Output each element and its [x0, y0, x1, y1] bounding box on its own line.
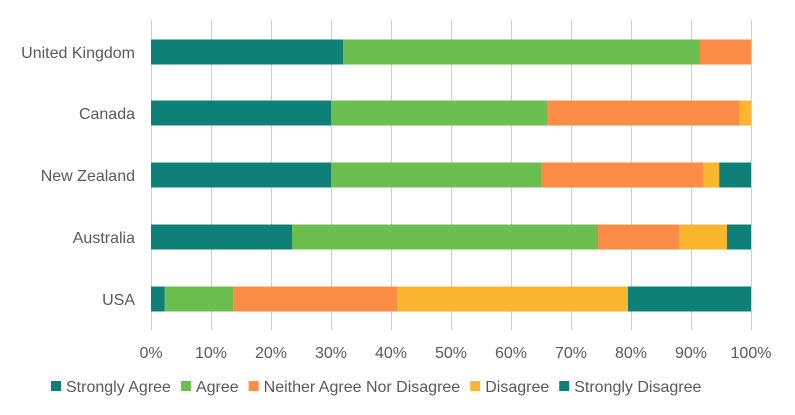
- category-label: United Kingdom: [21, 45, 135, 62]
- bars: [151, 39, 751, 312]
- x-tick-label: 40%: [375, 345, 407, 362]
- category-label: USA: [102, 292, 135, 309]
- category-labels: United Kingdom Canada New Zealand Australia…: [21, 45, 135, 309]
- legend-label: Disagree: [485, 379, 549, 396]
- bar-segment: [151, 100, 331, 126]
- legend-swatch: [180, 381, 191, 391]
- x-tick-label: 70%: [555, 345, 587, 362]
- category-label: Australia: [73, 230, 135, 247]
- bar-segment: [331, 100, 547, 126]
- legend-label: Agree: [196, 379, 239, 396]
- x-tick-label: 60%: [495, 345, 527, 362]
- bar-segment: [598, 224, 679, 250]
- legend: Strongly Agree Agree Neither Agree Nor Dis…: [51, 379, 702, 396]
- legend-label: Strongly Disagree: [574, 379, 701, 396]
- x-tick-label: 80%: [615, 345, 647, 362]
- category-label: New Zealand: [41, 168, 135, 185]
- legend-label: Strongly Agree: [66, 379, 171, 396]
- bar-segment: [739, 100, 751, 126]
- x-tick-label: 90%: [675, 345, 707, 362]
- bar-segment: [331, 162, 541, 188]
- legend-swatch: [51, 381, 61, 391]
- legend-swatch: [248, 381, 259, 391]
- bar-segment: [541, 162, 703, 188]
- bar-segment: [547, 100, 739, 126]
- bar-segment: [343, 39, 700, 65]
- bar-segment: [151, 224, 292, 250]
- bar-segment: [292, 224, 598, 250]
- legend-swatch: [559, 381, 570, 391]
- bar-segment: [700, 39, 751, 65]
- legend-label: Neither Agree Nor Disagree: [264, 379, 461, 396]
- category-label: Canada: [79, 106, 135, 123]
- bar-segment: [397, 286, 628, 312]
- x-tick-label: 100%: [731, 345, 772, 362]
- x-tick-label: 0%: [139, 345, 162, 362]
- x-tick-label: 10%: [195, 345, 227, 362]
- bar-segment: [628, 286, 751, 312]
- x-axis-tick-labels: 0% 10% 20% 30% 40% 50% 60% 70% 80% 90% 100%: [139, 345, 771, 362]
- bar-segment: [719, 162, 751, 188]
- bar-segment: [151, 162, 331, 188]
- bar-segment: [679, 224, 727, 250]
- x-tick-label: 30%: [315, 345, 347, 362]
- bar-segment: [151, 39, 343, 65]
- legend-swatch: [470, 381, 481, 391]
- bar-segment: [233, 286, 397, 312]
- x-tick-label: 50%: [435, 345, 467, 362]
- bar-segment: [703, 162, 720, 188]
- x-tick-label: 20%: [255, 345, 287, 362]
- bar-segment: [727, 224, 751, 250]
- bar-segment: [151, 286, 165, 312]
- bar-segment: [164, 286, 234, 312]
